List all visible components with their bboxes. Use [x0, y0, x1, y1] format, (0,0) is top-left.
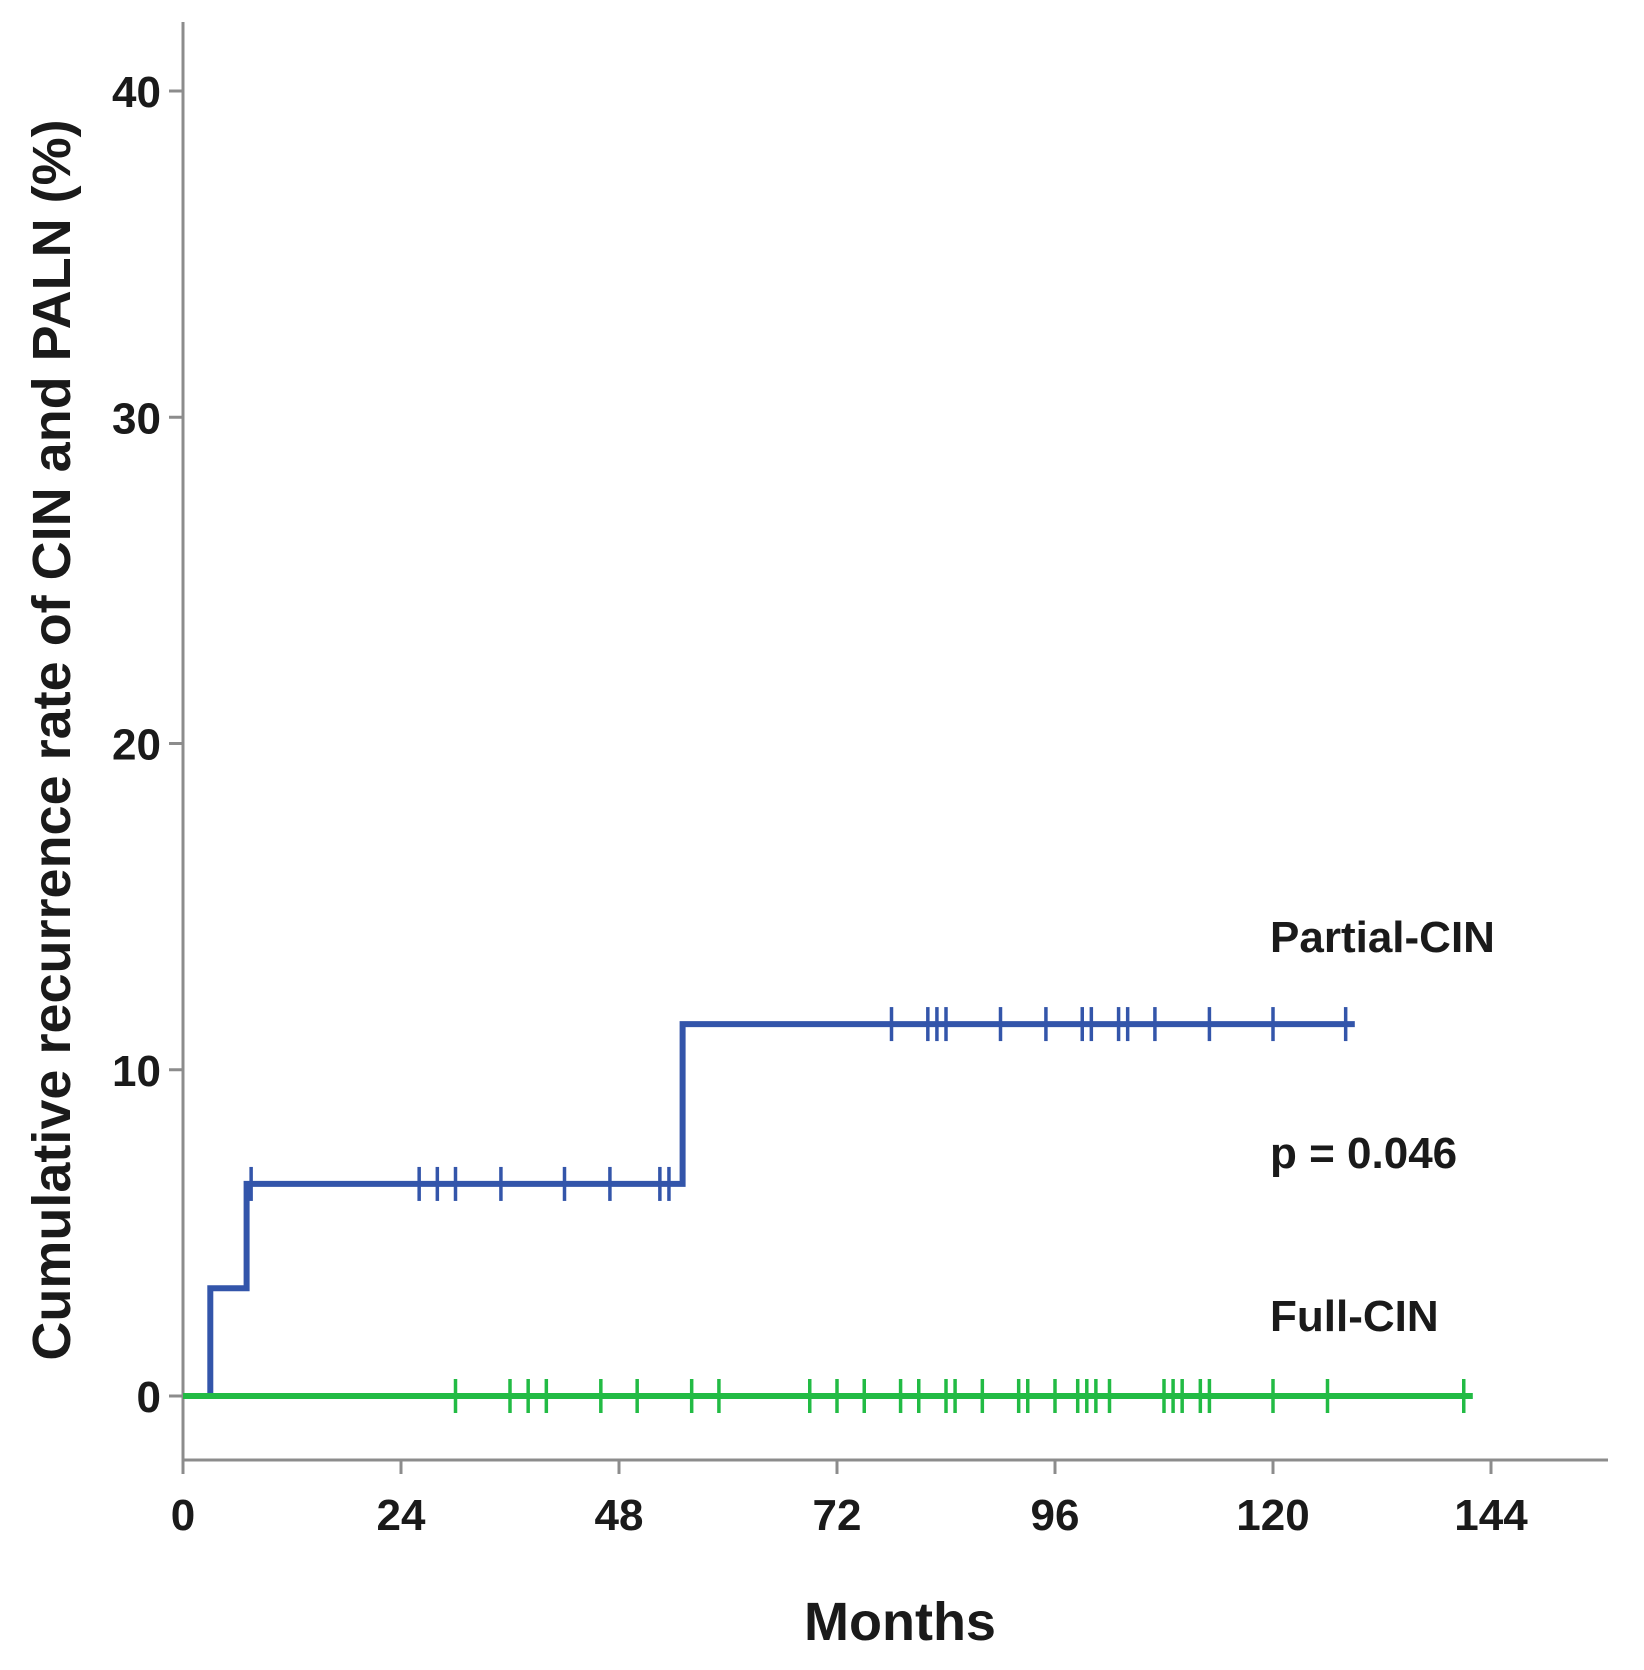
y-tick-label: 30 [112, 394, 161, 443]
y-axis-title: Cumulative recurrence rate of CIN and PA… [22, 119, 82, 1360]
series-full-cin [183, 1379, 1473, 1413]
partial-cin-step-line [183, 1021, 1355, 1399]
annotations: Partial-CIN p = 0.046 Full-CIN [1270, 913, 1495, 1341]
p-value: p = 0.046 [1270, 1129, 1457, 1178]
x-tick-label: 24 [377, 1491, 426, 1540]
full-label: Full-CIN [1270, 1292, 1439, 1341]
y-tick-label: 0 [137, 1373, 161, 1422]
y-tick-label: 20 [112, 721, 161, 770]
axes: 0 24 48 72 96 120 144 0 10 20 30 40 [112, 22, 1608, 1540]
series-group [183, 1007, 1473, 1413]
partial-label: Partial-CIN [1270, 913, 1495, 962]
x-tick-label: 72 [813, 1491, 862, 1540]
x-tick-label: 0 [171, 1491, 195, 1540]
x-tick-label: 48 [595, 1491, 644, 1540]
y-tick-label: 10 [112, 1047, 161, 1096]
x-tick-label: 144 [1454, 1491, 1528, 1540]
y-tick-label: 40 [112, 68, 161, 117]
series-partial-cin [183, 1007, 1355, 1399]
x-tick-label: 96 [1031, 1491, 1080, 1540]
x-tick-label: 120 [1236, 1491, 1309, 1540]
x-axis-title: Months [804, 1592, 996, 1652]
